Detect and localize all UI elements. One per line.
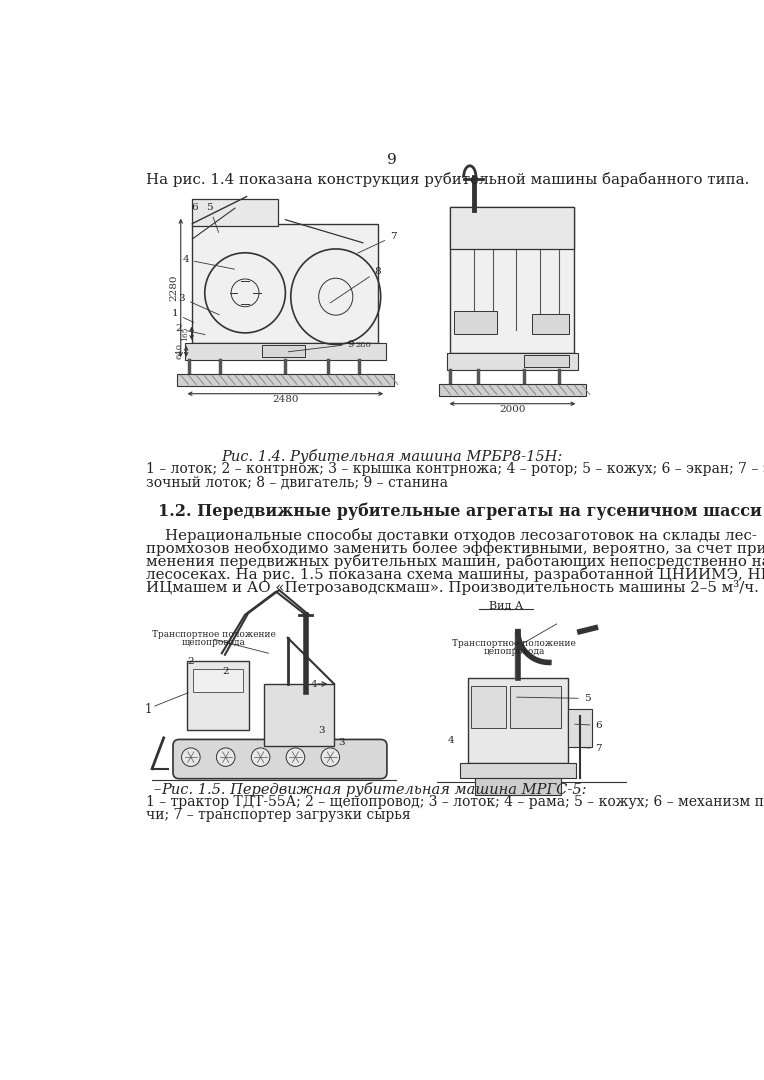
Text: 1: 1 xyxy=(144,703,152,716)
Text: 640: 640 xyxy=(176,343,184,360)
Text: 5: 5 xyxy=(206,203,219,232)
Text: 1 – лоток; 2 – контрнож; 3 – крышка контрножа; 4 – ротор; 5 – кожух; 6 – экран; : 1 – лоток; 2 – контрнож; 3 – крышка конт… xyxy=(146,462,764,476)
Text: 2: 2 xyxy=(222,667,228,676)
Bar xyxy=(177,374,394,386)
Bar xyxy=(451,206,575,249)
Text: Транспортное положение: Транспортное положение xyxy=(452,639,576,648)
Text: 8: 8 xyxy=(330,267,381,302)
Text: 1: 1 xyxy=(171,309,194,323)
Text: 2480: 2480 xyxy=(272,395,299,404)
Text: щепопровода: щепопровода xyxy=(182,638,246,647)
Text: –: – xyxy=(154,782,161,796)
Bar xyxy=(510,686,561,728)
Text: 9: 9 xyxy=(288,340,354,352)
Text: менения передвижных рубительных машин, работающих непосредственно на: менения передвижных рубительных машин, р… xyxy=(146,554,764,569)
Text: лесосеках. На рис. 1.5 показана схема машины, разработанной ЦНИИМЭ, НИ-: лесосеках. На рис. 1.5 показана схема ма… xyxy=(146,567,764,582)
Circle shape xyxy=(182,748,200,767)
Text: 2: 2 xyxy=(175,324,206,335)
Bar xyxy=(447,353,578,369)
Text: 1 – трактор ТДТ-55А; 2 – щепопровод; 3 – лоток; 4 – рама; 5 – кожух; 6 – механиз: 1 – трактор ТДТ-55А; 2 – щепопровод; 3 –… xyxy=(146,795,764,809)
Text: 3: 3 xyxy=(319,727,325,735)
Text: Вид А: Вид А xyxy=(489,600,523,611)
Bar xyxy=(193,199,277,226)
Bar xyxy=(193,224,378,342)
Bar xyxy=(460,762,576,778)
Circle shape xyxy=(251,748,270,767)
Bar xyxy=(524,355,569,367)
Text: 4: 4 xyxy=(448,735,455,744)
Text: 9: 9 xyxy=(387,152,397,166)
FancyBboxPatch shape xyxy=(173,740,387,779)
Circle shape xyxy=(321,748,340,767)
Text: чи; 7 – транспортер загрузки сырья: чи; 7 – транспортер загрузки сырья xyxy=(146,808,410,822)
Text: Нерациональные способы доставки отходов лесозаготовок на склады лес-: Нерациональные способы доставки отходов … xyxy=(146,528,757,542)
Bar xyxy=(451,206,575,353)
Text: ИЦмашем и АО «Петрозаводскмаш». Производительность машины 2–5 м³/ч.: ИЦмашем и АО «Петрозаводскмаш». Производ… xyxy=(146,580,759,595)
Text: 4: 4 xyxy=(311,680,318,689)
Text: 4: 4 xyxy=(183,255,235,269)
Text: 2000: 2000 xyxy=(499,405,526,415)
Text: 3: 3 xyxy=(338,738,345,747)
Bar xyxy=(468,678,568,762)
Text: 7: 7 xyxy=(575,744,602,753)
Bar xyxy=(262,346,305,356)
Bar xyxy=(455,311,497,334)
Bar xyxy=(264,684,334,745)
Text: 2: 2 xyxy=(187,657,193,666)
Text: Рис. 1.4. Рубительная машина МРБР8-15Н:: Рис. 1.4. Рубительная машина МРБР8-15Н: xyxy=(221,449,562,464)
Text: 6: 6 xyxy=(575,720,602,730)
Text: 1.2. Передвижные рубительные агрегаты на гусеничном шасси: 1.2. Передвижные рубительные агрегаты на… xyxy=(157,502,761,519)
Text: 2280: 2280 xyxy=(170,274,179,301)
Text: 3: 3 xyxy=(179,294,219,314)
Circle shape xyxy=(216,748,235,767)
Bar xyxy=(439,383,586,396)
Text: 5: 5 xyxy=(516,694,591,703)
Text: 165: 165 xyxy=(181,326,189,340)
Text: На рис. 1.4 показана конструкция рубительной машины барабанного типа.: На рис. 1.4 показана конструкция рубител… xyxy=(146,172,749,187)
Bar xyxy=(193,669,243,691)
Text: 280: 280 xyxy=(355,341,371,349)
Bar xyxy=(471,686,507,728)
Bar xyxy=(185,342,386,360)
Text: зочный лоток; 8 – двигатель; 9 – станина: зочный лоток; 8 – двигатель; 9 – станина xyxy=(146,475,448,489)
Bar xyxy=(187,661,249,730)
Text: промхозов необходимо заменить более эффективными, вероятно, за счет при-: промхозов необходимо заменить более эффе… xyxy=(146,541,764,556)
Text: Рис. 1.5. Передвижная рубительная машина МРГС-5:: Рис. 1.5. Передвижная рубительная машина… xyxy=(161,782,587,797)
Text: Транспортное положение: Транспортное положение xyxy=(152,630,276,639)
Circle shape xyxy=(286,748,305,767)
Bar xyxy=(475,778,561,795)
Text: цепопровода: цепопровода xyxy=(484,647,545,656)
Bar xyxy=(532,314,569,334)
Text: 7: 7 xyxy=(358,232,397,253)
Bar xyxy=(568,708,591,747)
Text: 6: 6 xyxy=(191,203,197,212)
